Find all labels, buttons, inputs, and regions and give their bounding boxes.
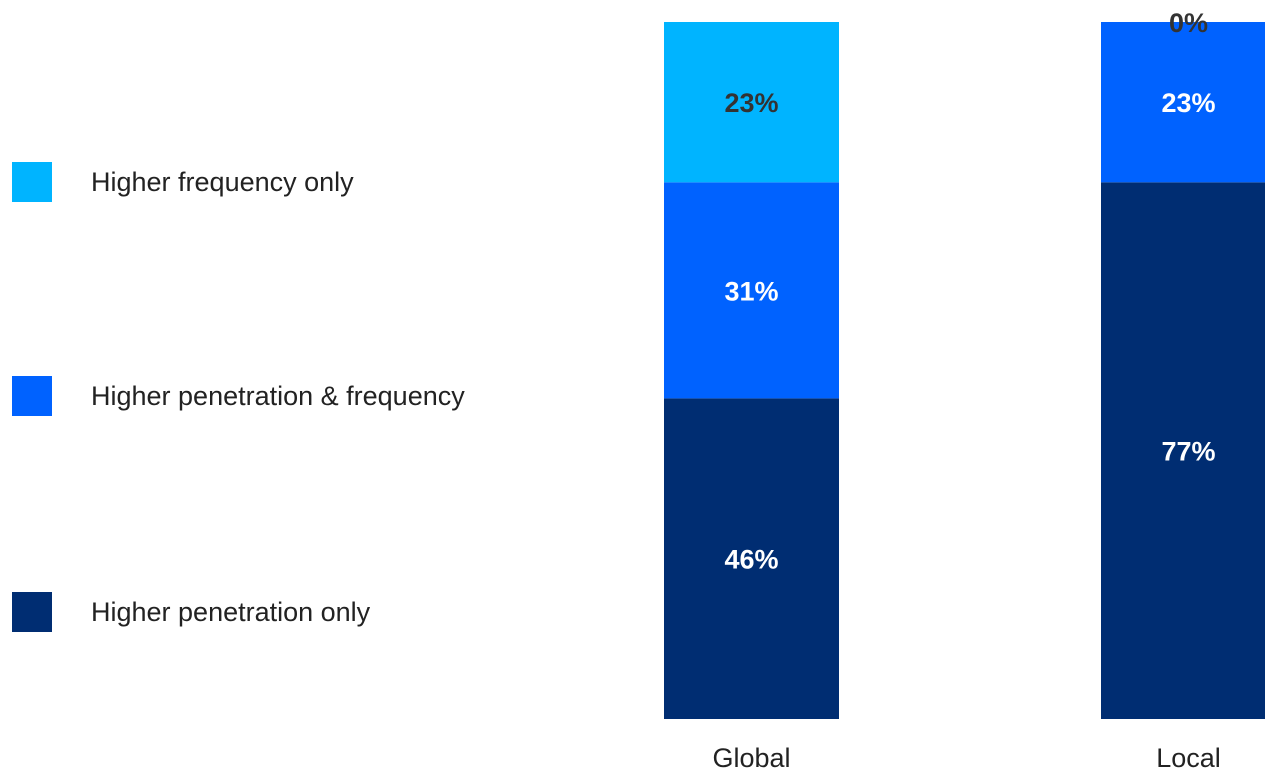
legend-item-higher-penetration-only: Higher penetration only (12, 592, 370, 632)
category-label-local: Local (1156, 743, 1221, 770)
bar-segment-global-higher-penetration-only (664, 398, 839, 719)
data-label-global-higher-penetration-and-frequency: 31% (724, 276, 778, 306)
category-label-global: Global (712, 743, 790, 770)
chart-legend: Higher frequency only Higher penetration… (0, 0, 600, 770)
legend-swatch-higher-frequency-only (12, 162, 52, 202)
bar-segment-local-higher-penetration-and-frequency (1101, 22, 1265, 183)
data-label-local-higher-penetration-only: 77% (1161, 437, 1215, 467)
legend-label-higher-frequency-only: Higher frequency only (91, 166, 354, 197)
legend-item-higher-penetration-and-frequency: Higher penetration & frequency (12, 376, 465, 416)
data-label-local-higher-frequency-only: 0% (1169, 8, 1208, 38)
legend-item-higher-frequency-only: Higher frequency only (12, 162, 354, 202)
bar-segment-local-higher-penetration-only (1101, 182, 1265, 719)
bar-segment-global-higher-penetration-and-frequency (664, 182, 839, 399)
data-label-global-higher-frequency-only: 23% (724, 88, 778, 118)
data-label-local-higher-penetration-and-frequency: 23% (1161, 88, 1215, 118)
legend-label-higher-penetration-only: Higher penetration only (91, 596, 371, 627)
legend-swatch-higher-penetration-only (12, 592, 52, 632)
data-label-global-higher-penetration-only: 46% (724, 545, 778, 575)
legend-swatch-higher-penetration-and-frequency (12, 376, 52, 416)
legend-label-higher-penetration-and-frequency: Higher penetration & frequency (91, 380, 465, 411)
bar-segment-global-higher-frequency-only (664, 22, 839, 183)
